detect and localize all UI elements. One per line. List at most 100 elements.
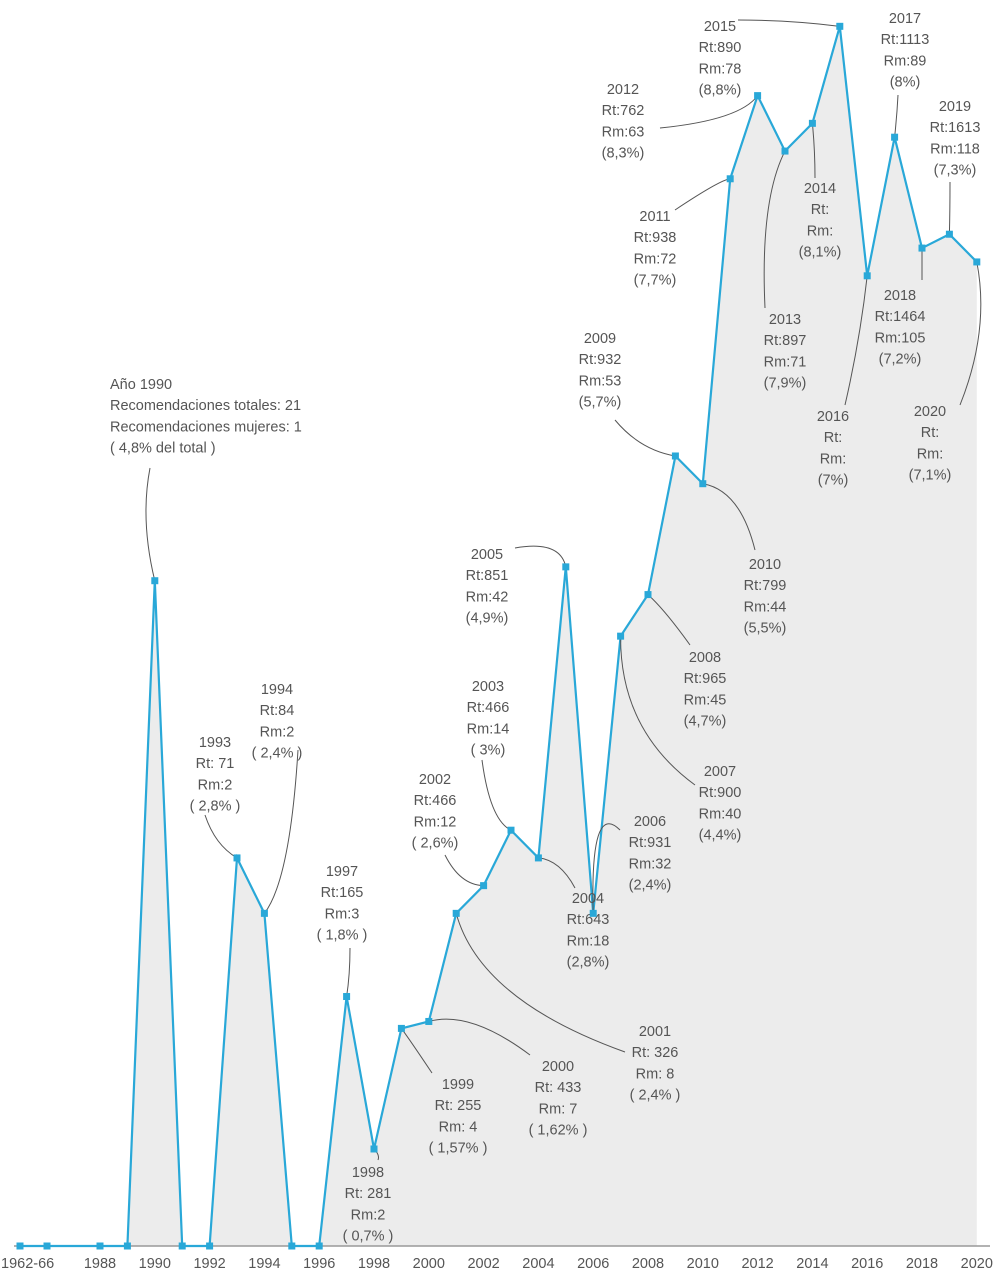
annotation-text: Rt:1613 [930,120,981,136]
leader-line [702,483,756,551]
marker [973,258,981,266]
leader-line [428,1018,531,1056]
annotation-text: Rm:32 [629,856,672,872]
leader-line [538,857,576,889]
x-tick-label: 1998 [358,1256,390,1272]
annotation-text: 2009 [584,331,616,347]
annotation-text: (5,5%) [744,621,787,637]
annotation-text: Rt:851 [466,568,509,584]
annotation-text: 2016 [817,409,849,425]
annotation-text: Rt: 433 [535,1080,582,1096]
annotation-text: (8,1%) [799,245,842,261]
marker [43,1242,51,1250]
marker [754,92,762,100]
annotation-text: 1997 [326,864,358,880]
marker [206,1242,214,1250]
annotation-text: Rt: 281 [345,1186,392,1202]
annotation-text: 2013 [769,312,801,328]
annotation-text: Rm:105 [875,330,926,346]
annotation-text: 1999 [442,1077,474,1093]
marker [589,909,597,917]
annotation-text: Rm:89 [884,53,927,69]
annotation-text: 2019 [939,99,971,115]
annotation-text: Rm:78 [699,61,742,77]
annotation-text: Rm:53 [579,373,622,389]
annotation-text: (8,3%) [602,146,645,162]
annotation-text: (5,7%) [579,395,622,411]
annotation-text: (7%) [818,473,849,489]
annotation-text: 2015 [704,19,736,35]
annotation-text: Rm:2 [351,1207,386,1223]
marker [315,1242,323,1250]
annotation-text: ( 3%) [471,743,506,759]
leader-line [346,947,351,997]
marker [781,147,789,155]
annotation-text: Rt: [921,425,940,441]
annotation-text: 2006 [634,814,666,830]
annotation-text: Rm:44 [744,599,787,615]
annotation-text: Rt:897 [764,333,807,349]
x-tick-label: 2006 [577,1256,609,1272]
annotation-text: (7,9%) [764,376,807,392]
annotation-text: Rt:890 [699,40,742,56]
marker [507,826,515,834]
annotation-text: Rt: 326 [632,1045,679,1061]
marker [617,632,625,640]
annotation-text: (7,3%) [934,163,977,179]
annotation-text: 2014 [804,181,836,197]
annotation-text: Rt: 255 [435,1098,482,1114]
annotation-text: ( 2,4% ) [630,1088,681,1104]
annotation-text: 1993 [199,735,231,751]
leader-line [264,749,299,914]
annotation-text: ( 4,8% del total ) [110,441,216,457]
leader-line [481,759,512,831]
annotation-text: (8,8%) [699,83,742,99]
annotation-text: (2,4%) [629,878,672,894]
annotation-text: Rm:14 [467,721,510,737]
annotation-text: 2010 [749,557,781,573]
annotation-text: ( 0,7% ) [343,1229,394,1245]
x-tick-label: 1994 [248,1256,280,1272]
annotation-text: Rm:2 [198,777,233,793]
annotation-text: Rt:965 [684,671,727,687]
annotation-text: 2008 [689,650,721,666]
annotation-text: 2004 [572,891,604,907]
annotation-text: Rt:931 [629,835,672,851]
leader-line [674,178,731,211]
annotation-text: 2002 [419,772,451,788]
annotation-text: Rt:938 [634,230,677,246]
annotation-text: (7,7%) [634,273,677,289]
annotation-text: 2011 [639,209,670,225]
annotation-text: Rt:84 [260,703,295,719]
annotation-text: Rm:45 [684,692,727,708]
annotation-text: Rt:1113 [881,32,930,48]
leader-line [659,95,759,129]
annotation-text: Rt:932 [579,352,622,368]
annotation-text: ( 2,4% ) [252,746,303,762]
annotation-text: Rm: 4 [439,1119,478,1135]
marker [644,591,652,599]
marker [288,1242,296,1250]
annotation-text: Rm:118 [930,141,980,157]
annotation-text: (2,8%) [567,955,610,971]
marker [151,577,159,585]
leader-line [894,94,899,138]
marker [863,272,871,280]
leader-line [948,181,951,235]
leader-line [514,545,567,567]
x-tick-label: 1990 [139,1256,171,1272]
annotation-text: Rm:72 [634,251,677,267]
x-tick-label: 2000 [413,1256,445,1272]
annotation-text: Rm:71 [764,354,807,370]
marker [891,133,899,141]
annotation-text: ( 1,62% ) [529,1123,588,1139]
annotation-text: 2007 [704,764,736,780]
annotation-text: 2017 [889,11,921,27]
annotation-text: Rt:900 [699,785,742,801]
leader-line [737,19,840,27]
leader-line [844,275,868,406]
marker [370,1145,378,1153]
leader-line [620,636,696,786]
annotation-text: Recomendaciones mujeres: 1 [110,419,302,435]
